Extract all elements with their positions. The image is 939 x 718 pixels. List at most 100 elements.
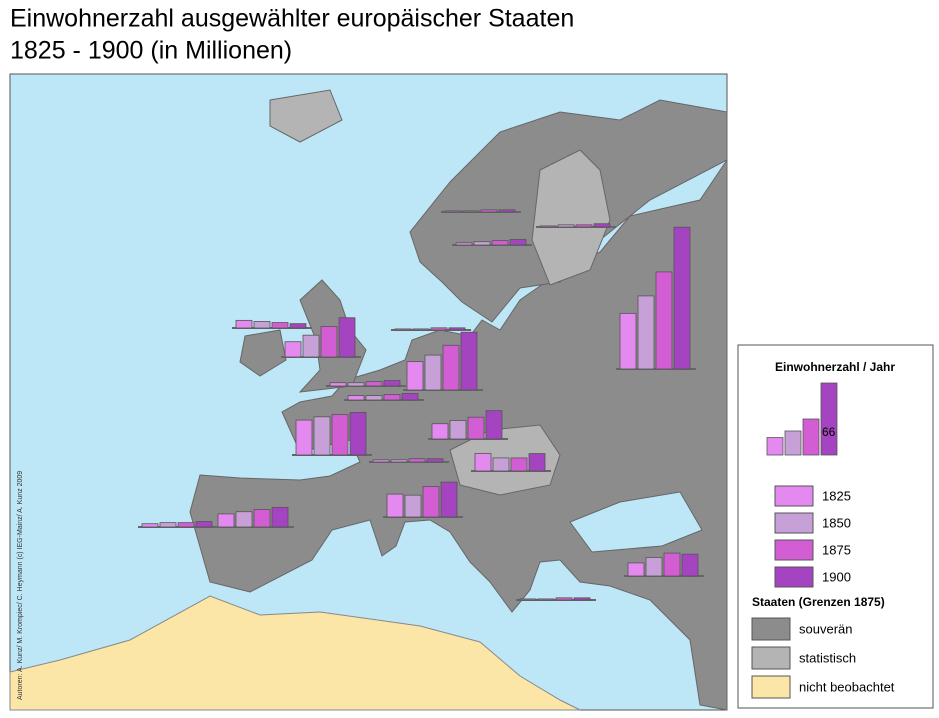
- bar: [555, 597, 573, 601]
- title: Einwohnerzahl ausgewählter europäischer …: [10, 5, 574, 33]
- subtitle: 1825 - 1900 (in Millionen): [10, 37, 292, 65]
- legend-label: 1875: [822, 542, 851, 557]
- bar-groups: [138, 209, 704, 601]
- bar: [431, 423, 449, 440]
- bar: [383, 380, 401, 387]
- bar: [217, 513, 235, 528]
- bar: [235, 319, 253, 329]
- bar: [406, 361, 424, 391]
- bar: [442, 344, 460, 391]
- bar: [557, 224, 575, 228]
- bar: [349, 412, 367, 456]
- legend-title: Einwohnerzahl / Jahr: [775, 360, 895, 374]
- bar: [619, 312, 637, 370]
- legend-example-bar: [784, 430, 802, 456]
- bar: [645, 557, 663, 577]
- bar: [235, 511, 253, 528]
- bar: [573, 597, 591, 601]
- bar: [460, 331, 478, 391]
- bar: [365, 381, 383, 387]
- bar: [141, 523, 159, 528]
- legend-label: 1900: [822, 569, 851, 584]
- bar: [386, 493, 404, 518]
- bar: [372, 459, 390, 463]
- bar: [177, 522, 195, 528]
- states-title: Staaten (Grenzen 1875): [752, 595, 885, 609]
- legend-swatch: [774, 566, 814, 588]
- bar: [539, 225, 557, 228]
- bar: [440, 481, 458, 518]
- legend-swatch: [774, 512, 814, 534]
- map: Autoren: A. Kunz/ M. Krompiec/ C. Heyman…: [9, 73, 728, 711]
- legend-swatch: [774, 539, 814, 561]
- bar: [637, 295, 655, 370]
- bar: [422, 486, 440, 518]
- bar: [195, 521, 213, 528]
- bar: [430, 327, 448, 331]
- bar: [412, 328, 430, 331]
- bar: [347, 395, 365, 401]
- bar: [627, 562, 645, 577]
- bar: [655, 271, 673, 370]
- state-label: statistisch: [799, 650, 856, 665]
- bar: [491, 240, 509, 246]
- bar: [394, 328, 412, 331]
- bar: [509, 239, 527, 246]
- legend-example-bar: [766, 437, 784, 456]
- bar: [331, 414, 349, 456]
- bar: [467, 416, 485, 440]
- bar: [673, 226, 691, 370]
- bar: [338, 317, 356, 358]
- bar: [663, 552, 681, 577]
- legend-example-bar: [802, 418, 820, 456]
- finland: [531, 149, 611, 286]
- bar: [485, 410, 503, 440]
- bar: [480, 209, 498, 213]
- bar: [295, 419, 313, 456]
- bar: [462, 210, 480, 213]
- bar: [401, 393, 419, 401]
- bar: [473, 241, 491, 246]
- bar: [329, 382, 347, 387]
- legend-label: 1850: [822, 515, 851, 530]
- bar: [681, 553, 699, 577]
- bar: [537, 598, 555, 601]
- bar: [449, 420, 467, 440]
- bar: [593, 223, 611, 228]
- ireland: [239, 329, 287, 377]
- bar: [404, 494, 422, 518]
- legend-swatch: [774, 485, 814, 507]
- bar: [271, 506, 289, 528]
- bar: [284, 341, 302, 358]
- bar: [271, 322, 289, 329]
- bar: [510, 457, 528, 472]
- bar: [159, 522, 177, 528]
- legend-example-bar: [820, 382, 838, 456]
- bar: [390, 459, 408, 463]
- bar: [426, 458, 444, 463]
- bar: [383, 394, 401, 401]
- bar: [289, 323, 307, 329]
- bar: [455, 242, 473, 246]
- credit: Autoren: A. Kunz/ M. Krompiec/ C. Heyman…: [17, 471, 24, 700]
- bar: [492, 457, 510, 472]
- bar: [408, 458, 426, 463]
- bar: [519, 598, 537, 601]
- state-swatch: [751, 646, 791, 670]
- bar: [424, 354, 442, 391]
- iceland: [269, 89, 343, 143]
- bar: [575, 224, 593, 228]
- legend-example-label: 66: [822, 425, 836, 439]
- legend: Einwohnerzahl / Jahr Staaten (Grenzen 18…: [737, 344, 934, 709]
- black-sea: [569, 491, 703, 553]
- state-swatch: [751, 617, 791, 641]
- bar: [302, 334, 320, 358]
- bar: [320, 326, 338, 358]
- state-label: souverän: [799, 621, 852, 636]
- bar: [253, 321, 271, 329]
- bar: [448, 327, 466, 331]
- bar: [347, 382, 365, 387]
- bar: [365, 395, 383, 401]
- state-label: nicht beobachtet: [799, 679, 895, 694]
